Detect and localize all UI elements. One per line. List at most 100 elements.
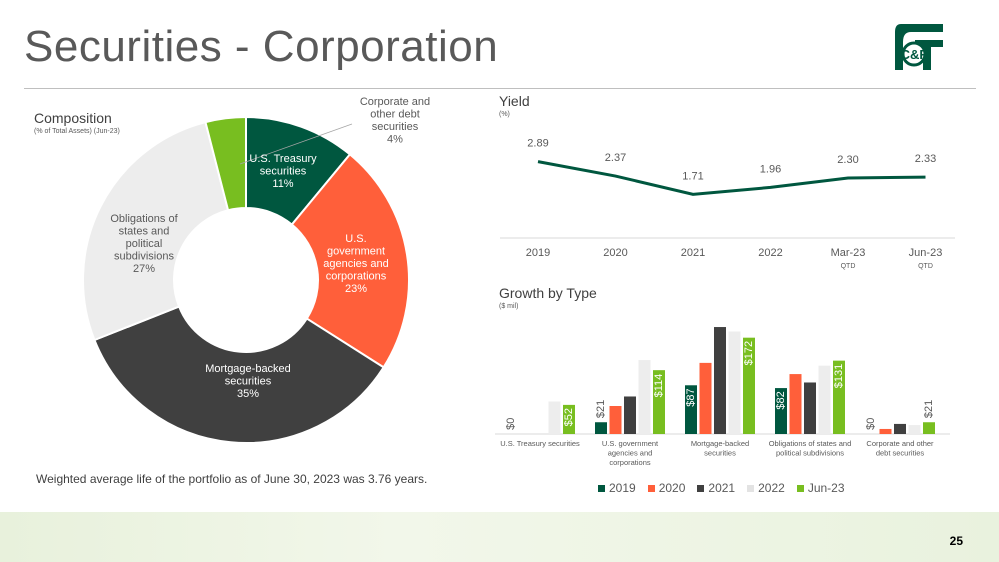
donut-label-line: 11% — [272, 178, 293, 190]
growth-category-label-line: political subdivisions — [776, 449, 844, 458]
growth-category-label-line: Obligations of states and — [769, 439, 852, 448]
growth-data-label: $52 — [563, 408, 575, 426]
legend-item: 2021 — [697, 481, 735, 495]
donut-label-line: subdivisions — [114, 251, 174, 263]
legend-swatch — [747, 484, 755, 492]
donut-label-line: agencies and — [323, 258, 388, 270]
growth-legend: 2019 2020 2021 2022 Jun-23 — [598, 481, 845, 495]
growth-bar — [894, 423, 906, 434]
donut-label-line: government — [327, 246, 385, 258]
donut-slice — [82, 120, 230, 342]
donut-label-line: securities — [260, 166, 307, 178]
growth-category-label-line: agencies and — [608, 449, 653, 458]
donut-label-line: securities — [372, 121, 419, 133]
growth-bar — [638, 360, 651, 434]
growth-bar — [595, 422, 607, 434]
growth-bar — [699, 362, 712, 434]
yield-tick-sublabel: QTD — [841, 263, 856, 270]
yield-series-line — [537, 160, 926, 196]
growth-bar — [743, 337, 755, 434]
growth-category-label-line: Corporate and other — [866, 439, 934, 448]
yield-tick-label: 2022 — [758, 247, 782, 259]
growth-category-label-line: corporations — [609, 458, 651, 467]
growth-bar — [548, 401, 561, 434]
donut-label-line: U.S. Treasury — [249, 153, 317, 165]
donut-leader-line — [239, 123, 353, 165]
growth-bar — [908, 425, 921, 434]
growth-category-label: U.S. Treasury securities — [500, 439, 580, 448]
donut-label: Obligations of states and political subdivi… — [110, 213, 178, 275]
legend-label: 2021 — [708, 481, 736, 495]
legend-swatch — [647, 484, 655, 492]
yield-line-chart: 2.89 2019 2.37 2020 1.71 2021 1.96 2022 2.30 Mar-… — [500, 138, 955, 270]
growth-bar — [923, 422, 935, 434]
growth-bar — [879, 428, 892, 434]
logo-text: C&F — [901, 47, 928, 62]
growth-data-label: $114 — [653, 374, 665, 398]
legend-label: 2020 — [658, 481, 686, 495]
growth-title: Growth by Type — [499, 285, 597, 301]
yield-data-label: 2.30 — [837, 154, 858, 166]
donut-label-line: 27% — [133, 263, 155, 275]
growth-bar — [833, 360, 845, 434]
yield-data-label: 2.89 — [527, 138, 548, 150]
donut-slice — [93, 305, 386, 444]
yield-tick-label: 2021 — [681, 247, 705, 259]
yield-tick-sublabel: QTD — [918, 263, 933, 270]
legend-swatch — [697, 484, 705, 492]
yield-subtitle: (%) — [499, 111, 510, 118]
growth-bar — [653, 370, 665, 434]
donut-label-line: states and — [119, 226, 170, 238]
composition-donut-chart: U.S. Treasury securities 11%U.S. government… — [82, 96, 430, 444]
legend-label: Jun-23 — [807, 481, 845, 495]
legend-item: 2022 — [747, 481, 785, 495]
donut-label: U.S. government agencies and corporations 23… — [323, 233, 388, 295]
growth-category-label: Mortgage-backed securities — [691, 439, 749, 458]
donut-label-line: 35% — [237, 388, 259, 400]
growth-bar — [818, 365, 831, 434]
donut-label-line: other debt — [370, 109, 420, 121]
growth-bar — [624, 396, 636, 434]
company-logo: C&F — [895, 24, 943, 70]
legend-item: 2019 — [598, 481, 636, 495]
growth-category-label-line: Mortgage-backed — [691, 439, 749, 448]
growth-data-label: $131 — [833, 364, 845, 388]
yield-tick-label: Jun-23 — [909, 247, 943, 259]
donut-label: Corporate and other debt securities 4% — [360, 96, 430, 146]
growth-bar — [728, 331, 741, 434]
title-divider — [24, 88, 976, 89]
donut-slice — [204, 115, 247, 212]
donut-label-line: 4% — [387, 134, 403, 146]
donut-label-line: U.S. — [345, 233, 366, 245]
legend-label: 2022 — [758, 481, 785, 495]
donut-label-line: securities — [225, 376, 272, 388]
growth-data-label: $0 — [505, 418, 517, 430]
yield-data-label: 2.33 — [915, 153, 936, 165]
growth-bar — [789, 374, 802, 434]
donut-label: U.S. Treasury securities 11% — [249, 153, 317, 190]
growth-data-label: $21 — [923, 400, 935, 418]
yield-data-label: 2.37 — [605, 152, 626, 164]
growth-bar — [804, 382, 816, 434]
page-number: 25 — [949, 534, 963, 548]
legend-item: 2020 — [647, 481, 686, 495]
yield-data-label: 1.71 — [682, 170, 703, 182]
growth-category-label-line: U.S. Treasury securities — [500, 439, 580, 448]
growth-category-label-line: securities — [704, 449, 736, 458]
yield-tick-label: Mar-23 — [831, 247, 866, 259]
growth-category-label: Corporate and other debt securities — [866, 439, 934, 458]
growth-bar-chart: U.S. Treasury securities U.S. government a… — [495, 327, 950, 467]
growth-bar — [609, 406, 622, 434]
composition-title: Composition — [34, 110, 112, 126]
legend-label: 2019 — [609, 481, 636, 495]
yield-tick-label: 2019 — [526, 247, 550, 259]
growth-data-label: $0 — [865, 418, 877, 430]
donut-label: Mortgage-backed securities 35% — [205, 363, 291, 400]
page-title: Securities - Corporation — [24, 22, 499, 71]
donut-slice — [290, 152, 410, 369]
growth-data-label: $82 — [775, 391, 787, 409]
growth-data-label: $87 — [685, 388, 697, 406]
legend-swatch — [796, 484, 804, 492]
donut-label-line: Corporate and — [360, 96, 430, 108]
yield-title: Yield — [499, 93, 530, 109]
